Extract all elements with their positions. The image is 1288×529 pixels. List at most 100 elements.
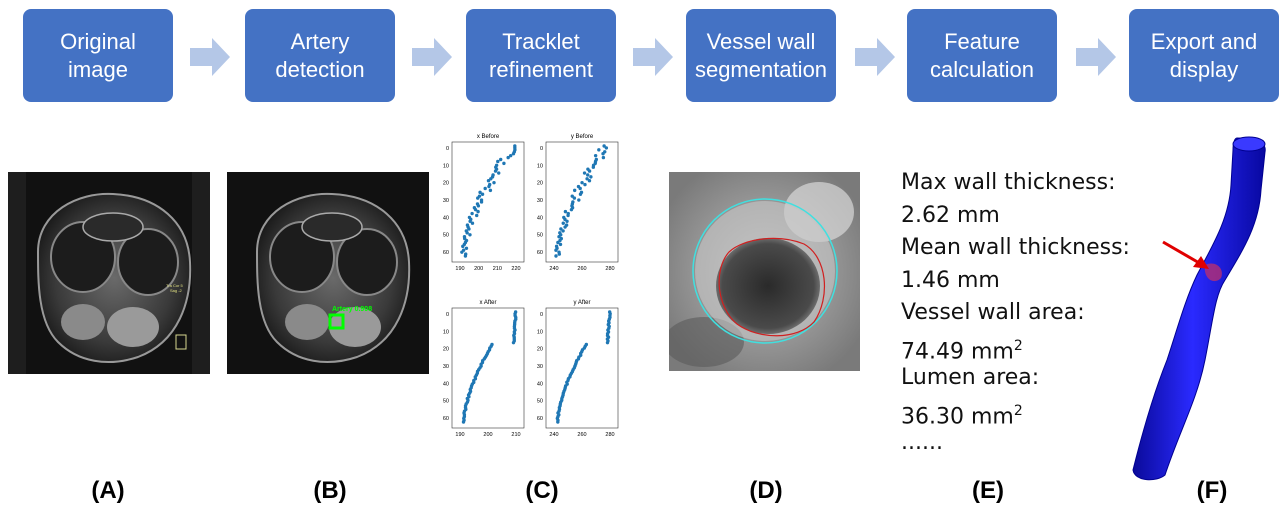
scatter-point [558,242,563,247]
scatter-point [563,209,568,214]
scatter-point [475,202,480,206]
scatter-point [570,194,574,198]
mri-overlay-text: Sag -2 [170,288,183,293]
scatter-point [461,248,466,252]
step-vessel-wall-segmentation: Vessel wall segmentation [686,9,836,102]
x-tick-label: 240 [549,266,558,272]
step-export-and-display: Export and display [1129,9,1279,102]
scatter-point [579,190,584,195]
scatter-point [506,155,510,160]
lumen-contour [718,237,826,337]
scatter-point [491,173,495,177]
scatter-point [475,213,479,218]
scatter-point [580,180,584,185]
x-tick-label: 200 [474,266,483,272]
step-label: Original image [60,29,136,82]
x-tick-label: 280 [605,432,614,438]
scatter-point [584,342,589,347]
x-tick-label: 260 [577,432,586,438]
feature-line: 36.30 mm2 [901,402,1023,429]
arrow-head-icon [1193,256,1209,269]
scatter-point [468,233,472,237]
plot-title: y After [573,300,590,306]
y-tick-label: 30 [443,364,449,370]
step-tracklet-refinement: Tracklet refinement [466,9,616,102]
panel-label-f: (F) [1196,477,1228,504]
scatter-point [467,215,472,220]
scatter-point [607,310,612,314]
scatter-point [508,153,513,158]
scatter-point [559,236,564,241]
plot-title: y Before [571,134,594,140]
scatter-point [480,192,485,196]
lesion-arrow [1162,240,1202,266]
scatter-point [479,198,484,202]
step-artery-detection: Artery detection [245,9,395,102]
outer-wall-contour [692,198,838,344]
scatter-point [492,180,496,185]
x-tick-label: 210 [493,266,502,272]
y-tick-label: 20 [443,347,449,353]
y-tick-label: 50 [537,233,543,239]
scatter-point [465,223,470,227]
y-tick-label: 60 [537,250,543,256]
scatter-point [464,252,468,256]
x-tick-label: 190 [455,266,464,272]
step-original-image: Original image [23,9,173,102]
y-tick-label: 20 [443,181,449,187]
y-tick-label: 60 [537,416,543,422]
y-tick-label: 50 [443,399,449,405]
vessel-3d-render [1132,136,1266,481]
scatter-point [561,221,565,225]
plot-title: x Before [477,134,500,140]
scatter-point [571,200,575,204]
y-tick-label: 0 [446,312,449,318]
scatter-point [593,153,598,158]
scatter-point [572,188,577,193]
y-tick-label: 10 [537,329,543,335]
scatter-point [604,146,609,150]
y-tick-label: 30 [537,198,543,204]
scatter-point [494,163,499,167]
x-tick-label: 190 [455,432,464,438]
x-tick-label: 240 [549,432,558,438]
y-tick-label: 40 [443,215,449,221]
feature-line: ...... [901,430,943,455]
y-tick-label: 30 [443,198,449,204]
step-label: Vessel wall segmentation [694,29,828,82]
y-tick-label: 40 [537,215,543,221]
feature-line: Vessel wall area: [901,300,1085,325]
scatter-point [586,167,590,171]
scatter-point [562,215,566,220]
scatter-point [583,182,587,187]
detection-box [328,313,345,330]
scatter-point [477,194,482,198]
x-tick-label: 220 [511,266,520,272]
scatter-point [601,155,606,160]
scatter-point [585,177,589,181]
vessel-segmentation-image [669,172,860,371]
feature-line: Lumen area: [901,365,1040,390]
y-tick-label: 50 [443,233,449,239]
scatter-point [513,310,518,314]
panel-label-e: (E) [972,477,1004,504]
scatter-point [497,171,501,175]
scatter-point [603,150,607,154]
scatter-point [577,198,581,202]
scatter-point [478,190,482,195]
y-tick-label: 50 [537,399,543,405]
scatter-point [554,254,558,258]
scatter-point [483,186,487,191]
scatter-point [470,211,474,216]
step-feature-calculation: Feature calculation [907,9,1057,102]
y-tick-label: 0 [540,312,543,318]
feature-line: Mean wall thickness: [901,235,1130,260]
step-label: Feature calculation [930,29,1034,82]
mri-original-image: Tra Cor 5 Sag -2 [8,172,210,374]
scatter-point [586,173,590,177]
scatter-point [576,184,581,189]
scatter-point [496,159,500,164]
scatter-point [462,235,467,239]
scatter-point [602,144,606,148]
